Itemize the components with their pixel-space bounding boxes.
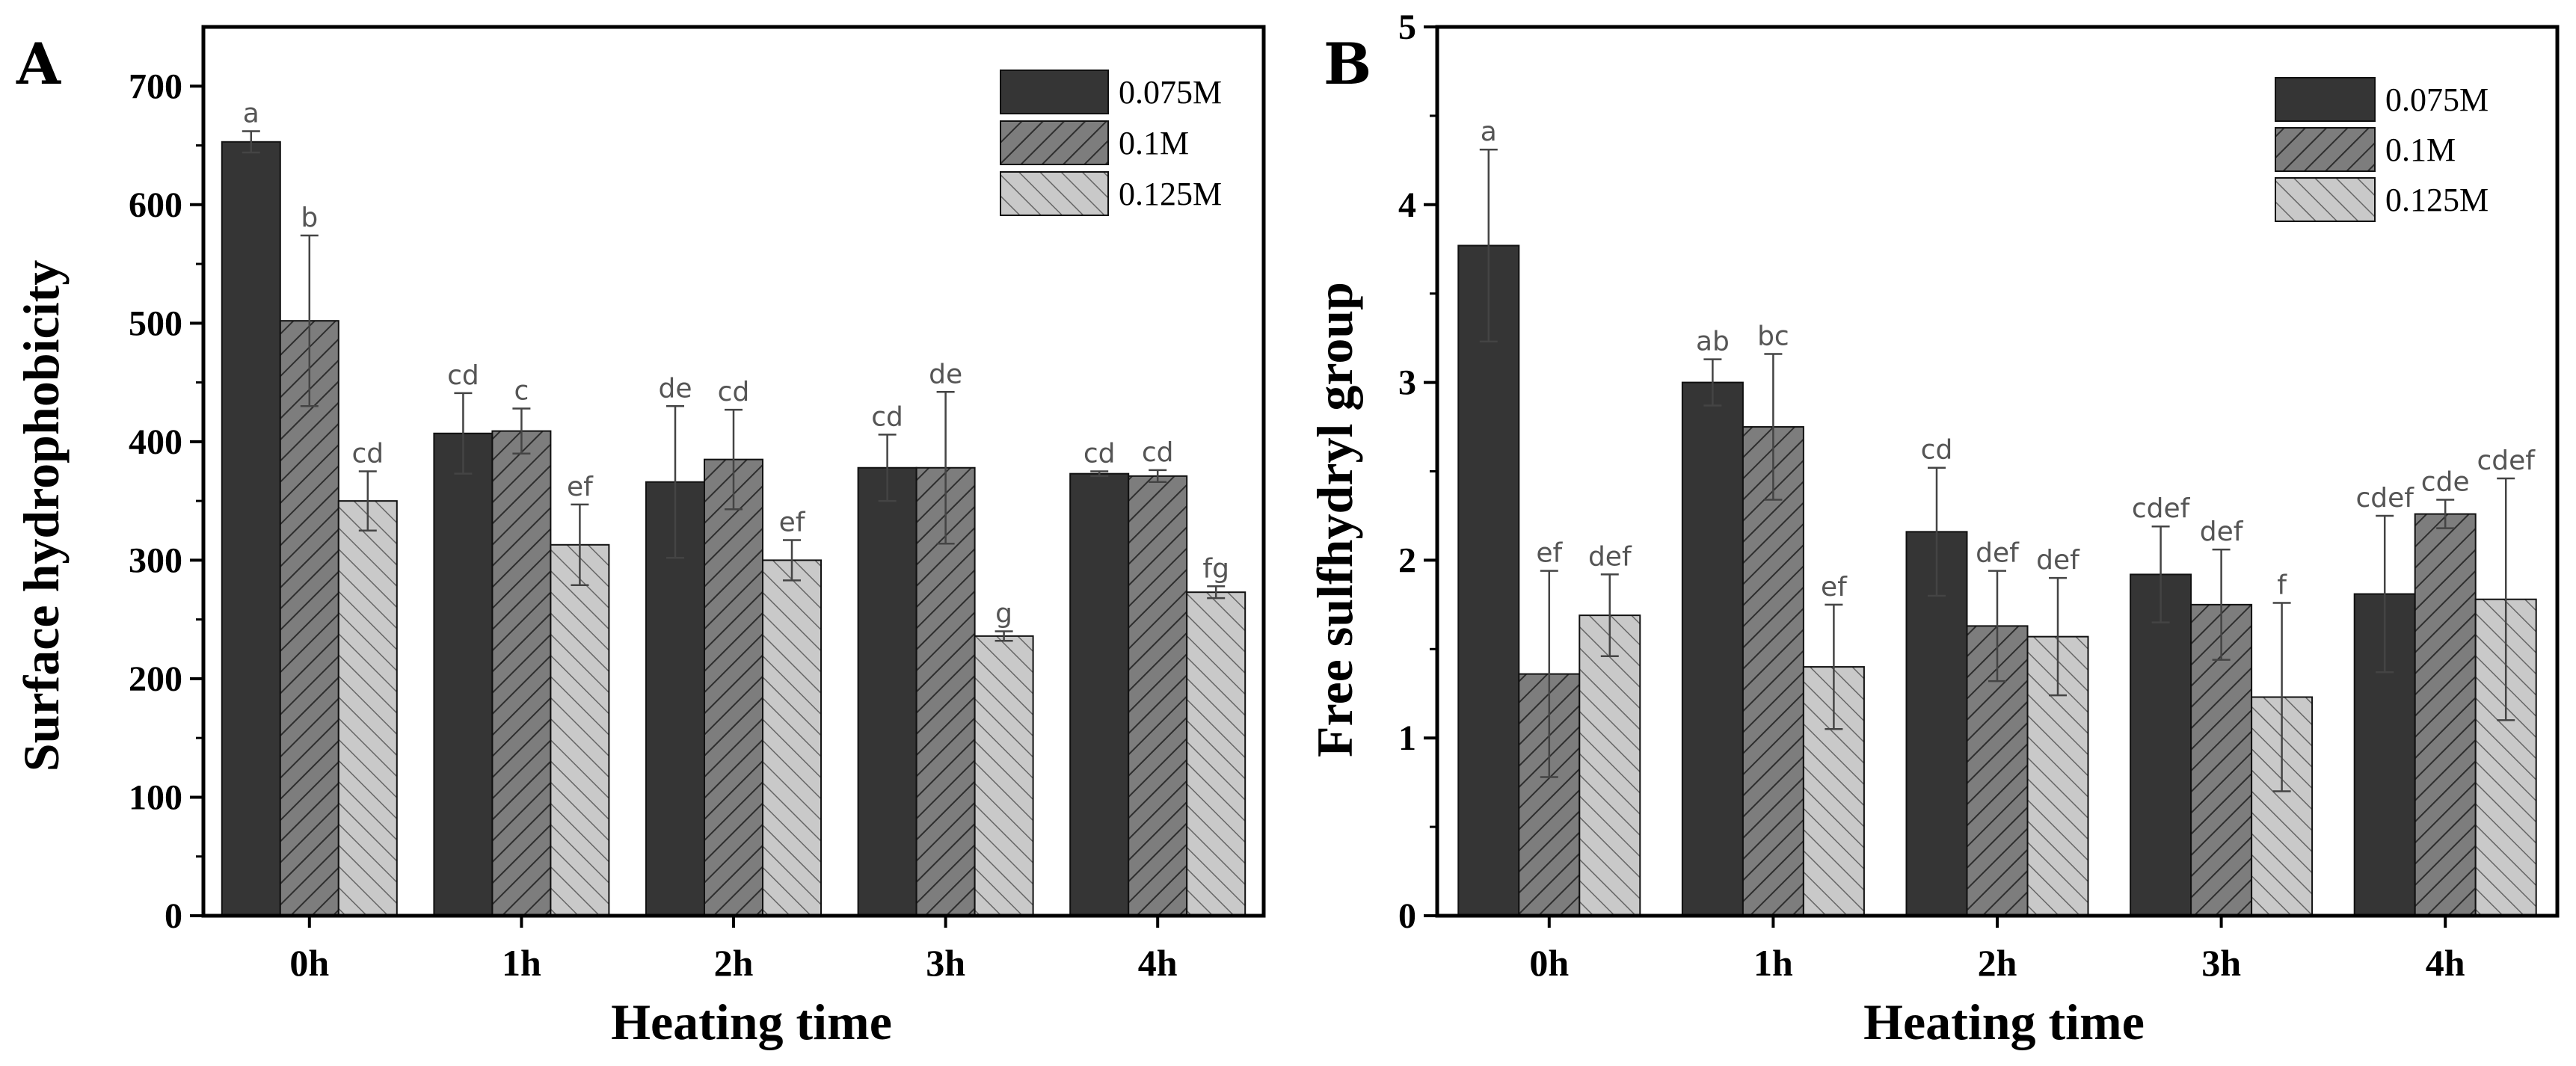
panel-b-y-tick-label: 4: [1398, 185, 1416, 225]
panel-a-bar: [762, 559, 822, 917]
panel-a-y-tick-label: 400: [129, 422, 182, 462]
panel-a-legend-swatch: [1000, 70, 1109, 114]
panel-b-significance-label: ab: [1696, 327, 1730, 357]
panel-a-significance-label: cd: [447, 360, 479, 391]
panel-a-significance-label: g: [995, 599, 1012, 629]
panel-b-legend-swatch: [2275, 77, 2376, 122]
panel-b-significance-label: cdef: [2355, 483, 2414, 514]
panel-a-bar: [491, 430, 552, 916]
panel-b-bar: [1681, 381, 1744, 917]
panel-a-y-tick-label: 200: [129, 659, 182, 699]
panel-b-legend-swatch: [2275, 177, 2376, 222]
panel-b-y-tick-label: 2: [1398, 540, 1416, 580]
panel-a-x-axis-title: Heating time: [611, 993, 892, 1050]
panel-a-bar: [279, 320, 339, 916]
panel-b-letter: B: [1324, 31, 1371, 97]
panel-a-legend-label: 0.125M: [1119, 176, 1222, 212]
panel-a-legend-label: 0.1M: [1119, 125, 1189, 161]
panel-a-x-tick-label: 3h: [926, 942, 965, 984]
panel-a-y-tick-label: 500: [129, 304, 182, 343]
panel-a-significance-label: cd: [718, 377, 750, 407]
panel-b-legend-label: 0.125M: [2385, 182, 2489, 218]
panel-a-bar: [550, 543, 610, 916]
panel-a-bar: [857, 466, 917, 916]
panel-a-significance-label: de: [929, 359, 962, 389]
panel-b-significance-label: def: [2036, 545, 2080, 576]
panel-a-x-tick-label: 2h: [714, 942, 754, 984]
panel-b-y-tick-label: 1: [1398, 718, 1416, 758]
panel-a-y-tick-label: 100: [129, 777, 182, 817]
panel-b-legend: 0.075M 0.1M 0.125M: [2275, 77, 2489, 222]
panel-a-x-tick-label: 4h: [1138, 942, 1178, 984]
panel-a-significance-label: ef: [779, 507, 806, 537]
panel-a-y-tick-label: 700: [129, 67, 182, 106]
panel-a-significance-label: cd: [871, 401, 903, 432]
panel-b-significance-label: cdef: [2132, 493, 2191, 524]
panel-a-legend-label: 0.075M: [1119, 74, 1222, 111]
panel-a-bar: [221, 141, 281, 916]
panel-a-legend-swatch: [1000, 171, 1109, 216]
panel-a-y-axis-title: Surface hydrophobicity: [13, 260, 70, 771]
panel-b-legend-label: 0.075M: [2385, 81, 2489, 118]
panel-b-significance-label: def: [2200, 517, 2244, 547]
panel-a-bar: [1186, 591, 1246, 916]
panel-a-significance-label: cd: [351, 439, 384, 469]
panel-a-significance-label: a: [243, 99, 259, 129]
panel-a-bar: [974, 635, 1034, 916]
panel-a-y-tick-label: 300: [129, 540, 182, 580]
panel-b-x-tick-label: 4h: [2426, 942, 2465, 984]
panel-b-significance-label: def: [1588, 541, 1632, 572]
panel-a-bar: [337, 500, 398, 916]
panel-b-y-axis-title: Free sulfhydryl group: [1306, 282, 1363, 757]
panel-a-legend: 0.075M 0.1M 0.125M: [1000, 70, 1222, 216]
panel-a-significance-label: de: [659, 373, 692, 404]
panel-a-y-tick-label: 600: [129, 185, 182, 225]
panel-a-significance-label: cd: [1083, 439, 1116, 469]
panel-a-bar: [1128, 475, 1188, 916]
panel-a-significance-label: cd: [1142, 437, 1174, 468]
panel-a-x-tick-label: 1h: [502, 942, 541, 984]
panel-b-legend-swatch: [2275, 127, 2376, 172]
panel-b-bar: [2414, 513, 2477, 916]
panel-a-significance-label: ef: [567, 472, 594, 502]
panel-b-x-axis-title: Heating time: [1863, 993, 2145, 1050]
panel-b-x-tick-label: 1h: [1753, 942, 1793, 984]
panel-b-legend-label: 0.1M: [2385, 132, 2456, 168]
panel-a-x-tick-label: 0h: [289, 942, 329, 984]
panel-b-significance-label: cde: [2421, 467, 2470, 498]
panel-b-significance-label: f: [2277, 570, 2287, 600]
panel-b-y-tick-label: 3: [1398, 363, 1416, 403]
panel-b-significance-label: cd: [1921, 435, 1953, 466]
panel-a-letter: A: [16, 31, 61, 97]
panel-b-significance-label: def: [1976, 538, 2020, 569]
panel-b-x-tick-label: 3h: [2201, 942, 2241, 984]
panel-b-significance-label: bc: [1757, 321, 1789, 352]
panel-a-legend-swatch: [1000, 120, 1109, 165]
panel-b-bar: [2130, 573, 2192, 916]
panel-b-y-tick-label: 5: [1398, 7, 1416, 47]
panel-a-significance-label: b: [301, 203, 318, 233]
panel-b-significance-label: cdef: [2477, 446, 2536, 476]
panel-a-bar: [704, 458, 763, 916]
panel-a-y-tick-label: 0: [165, 896, 182, 936]
panel-a-significance-label: fg: [1202, 553, 1229, 584]
panel-b-bar: [1457, 244, 1520, 916]
panel-b-x-tick-label: 0h: [1529, 942, 1569, 984]
panel-a-bar: [433, 432, 494, 916]
panel-b-significance-label: ef: [1821, 572, 1848, 603]
panel-a-significance-label: c: [514, 375, 529, 406]
panel-b-y-tick-label: 0: [1398, 896, 1416, 936]
panel-a-bar: [1069, 472, 1130, 916]
panel-b-bar: [1579, 614, 1641, 916]
panel-b-significance-label: a: [1481, 117, 1497, 147]
panel-b-x-tick-label: 2h: [1978, 942, 2017, 984]
panel-b-significance-label: ef: [1536, 538, 1563, 569]
